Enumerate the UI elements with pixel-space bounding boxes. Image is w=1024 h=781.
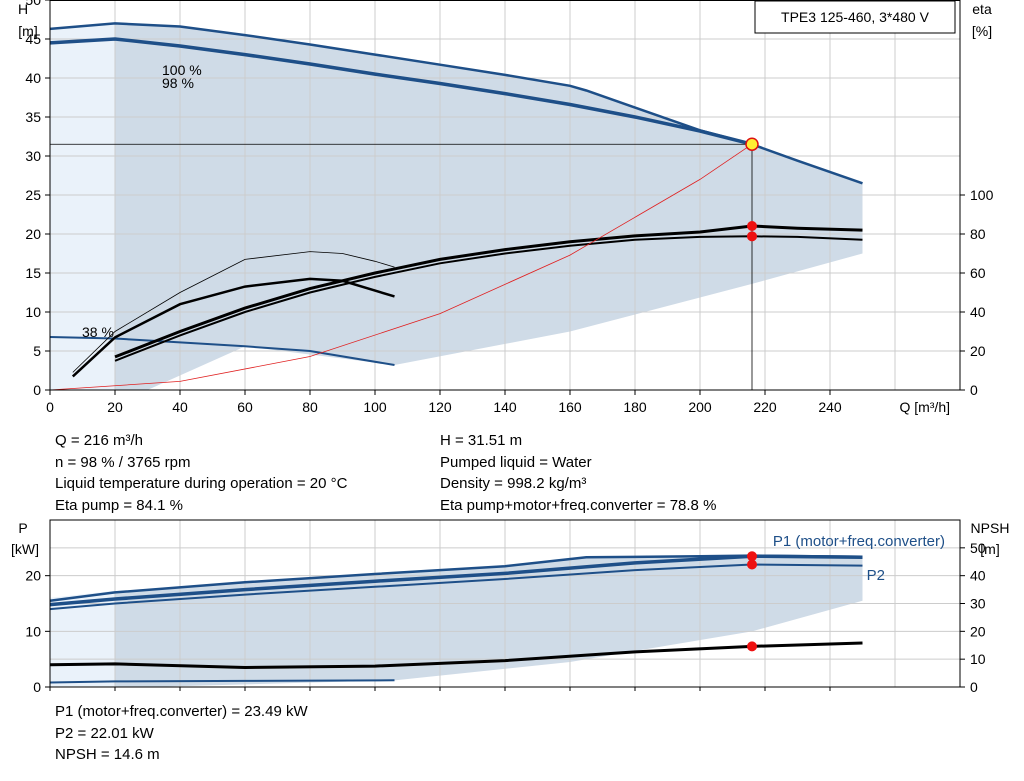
readout-p2: P2 = 22.01 kW [55, 724, 154, 742]
x-tick-label: 120 [428, 399, 452, 415]
bottom-operating-envelope [115, 555, 863, 687]
h-tick-label: 40 [25, 70, 41, 86]
h-tick-label: 15 [25, 265, 41, 281]
label-p1: P1 (motor+freq.converter) [773, 533, 945, 550]
h-curve-38 [49, 336, 395, 366]
npsh-curve [49, 641, 863, 670]
chart-title: TPE3 125-460, 3*480 V [781, 9, 930, 25]
eta-tick-label: 60 [970, 265, 986, 281]
p1-curve-98 [49, 554, 863, 607]
npsh-tick-label: 20 [970, 623, 986, 639]
p2-curve-98 [49, 563, 863, 611]
h-tick-label: 5 [33, 343, 41, 359]
p-axis-unit: [kW] [11, 541, 39, 557]
readout-temp: Liquid temperature during operation = 20… [55, 475, 348, 492]
x-tick-label: 80 [302, 399, 318, 415]
readout-q: Q = 216 m³/h [55, 432, 143, 449]
eta-tick-label: 80 [970, 226, 986, 242]
readout-h: H = 31.51 m [440, 432, 523, 449]
x-tick-label: 180 [623, 399, 647, 415]
h-tick-label: 35 [25, 109, 41, 125]
readout-eta-pump: Eta pump = 84.1 % [55, 496, 183, 514]
x-tick-label: 0 [46, 399, 54, 415]
npsh-axis-label: NPSH [971, 520, 1010, 536]
label-100-percent: 100 % [162, 62, 202, 78]
op-p1-point [747, 551, 757, 562]
x-tick-label: 140 [493, 399, 517, 415]
readout-bottom: P1 (motor+freq.converter) = 23.49 kW P2 … [55, 701, 308, 766]
npsh-tick-label: 30 [970, 596, 986, 612]
h-axis-unit: [m] [18, 23, 37, 39]
npsh-axis-unit: [m] [980, 541, 999, 557]
npsh-tick-label: 0 [970, 679, 978, 695]
h-curve-98 [49, 37, 753, 146]
x-axis-label: Q [m³/h] [899, 399, 950, 415]
op-npsh-point [747, 641, 757, 652]
npsh-tick-label: 40 [970, 568, 986, 584]
eta-tick-label: 0 [970, 382, 978, 398]
h-tick-label: 30 [25, 148, 41, 164]
system-curve [49, 143, 753, 391]
x-tick-label: 100 [363, 399, 387, 415]
x-tick-label: 20 [107, 399, 123, 415]
p-tick-label: 10 [25, 623, 41, 639]
readout-n: n = 98 % / 3765 rpm [55, 453, 191, 471]
label-p2: P2 [867, 567, 885, 584]
h-tick-label: 0 [33, 382, 41, 398]
readout-liquid: Pumped liquid = Water [440, 453, 592, 471]
p-tick-label: 0 [33, 679, 41, 695]
npsh-tick-label: 10 [970, 651, 986, 667]
title-box [754, 0, 956, 34]
eta-tick-label: 100 [970, 187, 994, 203]
h-tick-label: 45 [25, 31, 41, 47]
eta-tick-label: 40 [970, 304, 986, 320]
p-axis-label: P [18, 520, 27, 536]
top-operating-envelope [115, 23, 863, 391]
p-tick-label: 20 [25, 568, 41, 584]
top-low-flow-region [50, 23, 115, 391]
eta-axis-unit: [%] [972, 23, 992, 39]
x-tick-label: 160 [558, 399, 582, 415]
eta-curve-38-upper [72, 251, 395, 373]
op-eta-point [747, 231, 757, 242]
op-p2-point [747, 559, 757, 570]
p-curve-38 [49, 679, 395, 684]
label-38-percent: 38 % [82, 324, 114, 340]
op-duty-point [745, 137, 759, 151]
op-eta-point [747, 221, 757, 232]
readout-p1: P1 (motor+freq.converter) = 23.49 kW [55, 703, 308, 720]
h-tick-label: 20 [25, 226, 41, 242]
readout-npsh: NPSH = 14.6 m [55, 746, 160, 763]
x-tick-label: 40 [172, 399, 188, 415]
eta-curve-38 [71, 277, 395, 378]
eta-tick-label: 20 [970, 343, 986, 359]
h-tick-label: 25 [25, 187, 41, 203]
readout-left-top: Q = 216 m³/h n = 98 % / 3765 rpm Liquid … [55, 430, 347, 516]
h-tick-label: 10 [25, 304, 41, 320]
label-98-percent: 98 % [162, 75, 194, 91]
readout-right-top: H = 31.51 m Pumped liquid = Water Densit… [440, 430, 716, 516]
x-tick-label: 220 [753, 399, 777, 415]
eta-axis-label: eta [972, 1, 992, 17]
x-tick-label: 240 [818, 399, 842, 415]
npsh-tick-label: 50 [970, 540, 986, 556]
h-axis-label: H [18, 1, 28, 17]
readout-density: Density = 998.2 kg/m³ [440, 475, 587, 492]
h-tick-label: 50 [25, 0, 41, 8]
readout-eta-total: Eta pump+motor+freq.converter = 78.8 % [440, 496, 717, 514]
x-tick-label: 60 [237, 399, 253, 415]
x-tick-label: 200 [688, 399, 712, 415]
